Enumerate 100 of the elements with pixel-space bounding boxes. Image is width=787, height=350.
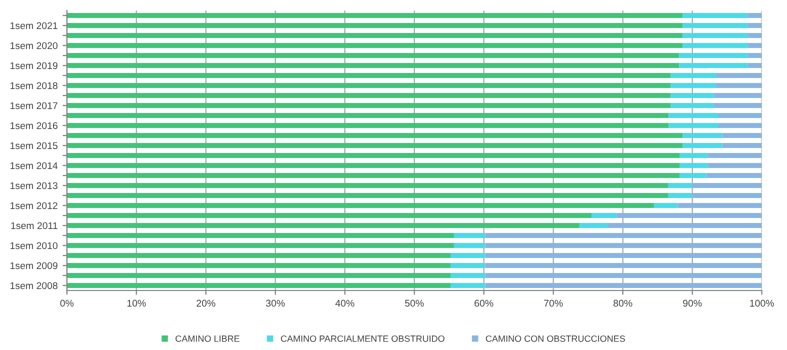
- bar: [66, 93, 671, 98]
- bar: [66, 123, 669, 128]
- bar: [580, 223, 608, 228]
- bar: [450, 283, 486, 288]
- x-tick-label: 30%: [266, 300, 285, 307]
- legend-label: CAMINO CON OBSTRUCCIONES: [486, 335, 625, 342]
- y-tick-label: 1sem 2012: [10, 202, 58, 210]
- bar: [679, 63, 748, 68]
- y-tick-label: 1sem 2018: [10, 82, 58, 90]
- x-tick-label: 20%: [196, 300, 216, 307]
- y-tick-label: 1sem 2011: [11, 222, 58, 230]
- bar: [454, 243, 486, 248]
- bar: [66, 223, 580, 228]
- bar: [668, 123, 718, 128]
- legend-label: CAMINO LIBRE: [176, 335, 240, 342]
- bar: [66, 53, 680, 58]
- bar: [485, 233, 762, 238]
- bar: [450, 253, 486, 258]
- bar: [66, 83, 671, 88]
- bar: [748, 23, 762, 28]
- bar: [485, 253, 762, 258]
- bar: [670, 83, 716, 88]
- bar: [608, 223, 762, 228]
- x-tick-label: 90%: [683, 300, 702, 307]
- bar: [682, 43, 748, 48]
- bar: [66, 233, 454, 238]
- bar: [66, 243, 454, 248]
- bar: [679, 53, 748, 58]
- bar: [66, 273, 450, 278]
- legend-label: CAMINO PARCIALMENTE OBSTRUIDO: [280, 335, 444, 342]
- bar: [485, 243, 762, 248]
- bar: [718, 113, 762, 118]
- bar: [66, 143, 683, 148]
- bar: [680, 173, 706, 178]
- bar: [748, 53, 762, 58]
- bar: [708, 163, 762, 168]
- bar: [716, 73, 762, 78]
- x-tick-label: 0%: [60, 300, 74, 307]
- bar: [66, 73, 671, 78]
- bar: [66, 283, 450, 288]
- y-tick-label: 1sem 2009: [10, 262, 58, 270]
- bar: [682, 33, 748, 38]
- bar: [722, 143, 762, 148]
- bar: [66, 63, 680, 68]
- bar: [706, 173, 762, 178]
- bar: [718, 123, 762, 128]
- bar: [670, 73, 716, 78]
- y-tick-label: 1sem 2017: [10, 102, 58, 110]
- bar: [450, 273, 486, 278]
- bar: [485, 283, 762, 288]
- bar: [66, 263, 450, 268]
- bar: [66, 23, 683, 28]
- bar: [66, 133, 683, 138]
- bar: [66, 203, 654, 208]
- bar: [680, 153, 708, 158]
- bar: [485, 263, 762, 268]
- bar: [748, 13, 762, 18]
- y-tick-label: 1sem 2010: [10, 242, 58, 250]
- bar: [668, 183, 692, 188]
- bar: [66, 253, 450, 258]
- bar: [66, 103, 671, 108]
- bar: [708, 153, 762, 158]
- bar: [682, 13, 748, 18]
- bar: [66, 163, 680, 168]
- bar: [66, 43, 683, 48]
- bar: [748, 63, 762, 68]
- bar: [682, 143, 722, 148]
- bar: [592, 213, 617, 218]
- bar: [454, 233, 486, 238]
- bar: [66, 33, 683, 38]
- bar: [670, 93, 714, 98]
- y-tick-label: 1sem 2008: [10, 282, 58, 290]
- bar: [66, 183, 668, 188]
- bar: [678, 203, 762, 208]
- bar: [66, 13, 683, 18]
- bar: [66, 213, 592, 218]
- bar: [716, 83, 762, 88]
- bar: [714, 93, 762, 98]
- bar: [485, 273, 762, 278]
- bar: [66, 173, 680, 178]
- bar: [616, 213, 762, 218]
- y-tick-label: 1sem 2019: [10, 62, 58, 70]
- bar: [670, 103, 714, 108]
- y-tick-label: 1sem 2015: [10, 142, 58, 150]
- bar: [680, 163, 708, 168]
- y-tick-label: 1sem 2014: [10, 162, 58, 170]
- x-tick-label: 10%: [127, 300, 146, 307]
- x-tick-label: 50%: [405, 300, 424, 307]
- bar: [668, 113, 718, 118]
- bar: [668, 193, 692, 198]
- x-tick-label: 70%: [544, 300, 563, 307]
- bar: [682, 133, 722, 138]
- bar: [66, 193, 668, 198]
- bar: [682, 23, 748, 28]
- bar: [654, 203, 678, 208]
- bar: [692, 183, 762, 188]
- y-tick-label: 1sem 2016: [10, 122, 58, 130]
- bar: [748, 43, 762, 48]
- y-tick-label: 1sem 2013: [10, 182, 58, 190]
- bar: [748, 33, 762, 38]
